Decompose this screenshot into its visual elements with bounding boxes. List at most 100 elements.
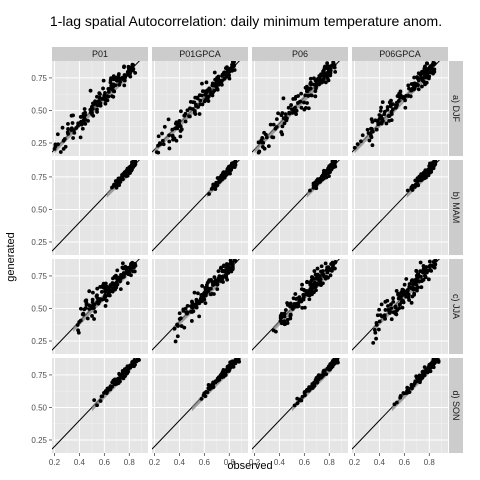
data-point [210,382,215,387]
data-point [305,101,309,105]
data-point [324,372,329,377]
data-point [280,124,285,129]
data-point [386,304,390,308]
data-point [412,291,417,296]
data-point [404,277,409,281]
data-point [374,127,379,132]
data-point [283,115,288,120]
data-point [125,366,129,371]
data-point [225,277,230,282]
facet-panel [352,160,448,255]
data-point [391,310,396,315]
data-point [199,396,204,401]
data-point [114,185,119,190]
data-point [423,169,427,174]
data-point [406,83,411,88]
row-strip [449,61,463,156]
data-point [330,260,335,265]
data-point [418,274,423,279]
data-point [278,319,283,324]
data-point [296,301,301,306]
data-point [192,100,197,105]
data-point [309,286,314,291]
data-point [203,89,208,94]
data-point [106,90,111,94]
data-point [160,131,164,136]
data-point [120,75,125,80]
facet-panel [152,259,248,354]
data-point [422,80,426,84]
data-point [82,307,87,312]
data-point [321,368,326,373]
data-point [326,78,331,83]
data-point [102,390,106,395]
x-tick-label: 0.2 [249,458,261,467]
data-point [321,77,326,81]
data-point [75,323,80,327]
x-axis-title: observed [227,460,272,472]
data-point [432,265,437,270]
data-point [288,312,293,317]
data-point [123,370,128,374]
y-axis-title: generated [5,232,17,282]
data-point [411,287,416,292]
data-point [393,305,398,310]
data-point [208,286,213,291]
data-point [352,145,357,150]
x-tick-label: 0.8 [424,458,436,467]
data-point [208,92,213,97]
data-point [53,142,58,147]
data-point [118,287,123,292]
data-point [185,303,190,308]
data-point [328,71,333,76]
row-strip-label: d) SON [451,390,461,420]
data-point [221,70,226,75]
data-point [221,172,226,177]
x-tick-label: 0.4 [374,458,386,467]
data-point [371,340,376,345]
row-strip-label: a) DJF [451,95,461,123]
x-tick-label: 0.2 [349,458,361,467]
data-point [325,265,329,270]
data-point [172,136,177,141]
y-tick-label: 0.25 [31,337,47,346]
data-point [87,307,92,311]
data-point [373,330,378,335]
data-point [313,78,318,83]
data-point [308,80,313,85]
data-point [115,182,120,186]
data-point [98,399,103,403]
data-point [393,105,398,110]
data-point [327,367,332,372]
data-point [214,278,219,283]
data-point [185,108,190,113]
data-point [293,94,298,99]
data-point [367,138,372,143]
data-point [306,106,311,111]
data-point [87,303,92,308]
data-point [92,302,97,307]
data-point [312,269,317,273]
data-point [120,265,125,270]
data-point [412,381,417,386]
data-point [190,107,195,111]
data-point [377,113,382,117]
data-point [221,280,225,284]
data-point [420,69,424,74]
data-point [190,299,194,304]
data-point [203,293,208,298]
data-point [223,66,228,70]
data-point [282,311,287,316]
data-point [156,143,160,148]
data-point [101,78,106,83]
data-point [121,172,126,177]
data-point [230,359,234,364]
data-point [303,393,307,398]
data-point [106,291,111,296]
data-point [91,290,95,295]
y-tick-label: 0.50 [31,304,47,313]
data-point [319,73,324,78]
data-point [294,108,299,113]
data-point [156,134,161,139]
data-point [369,117,374,122]
